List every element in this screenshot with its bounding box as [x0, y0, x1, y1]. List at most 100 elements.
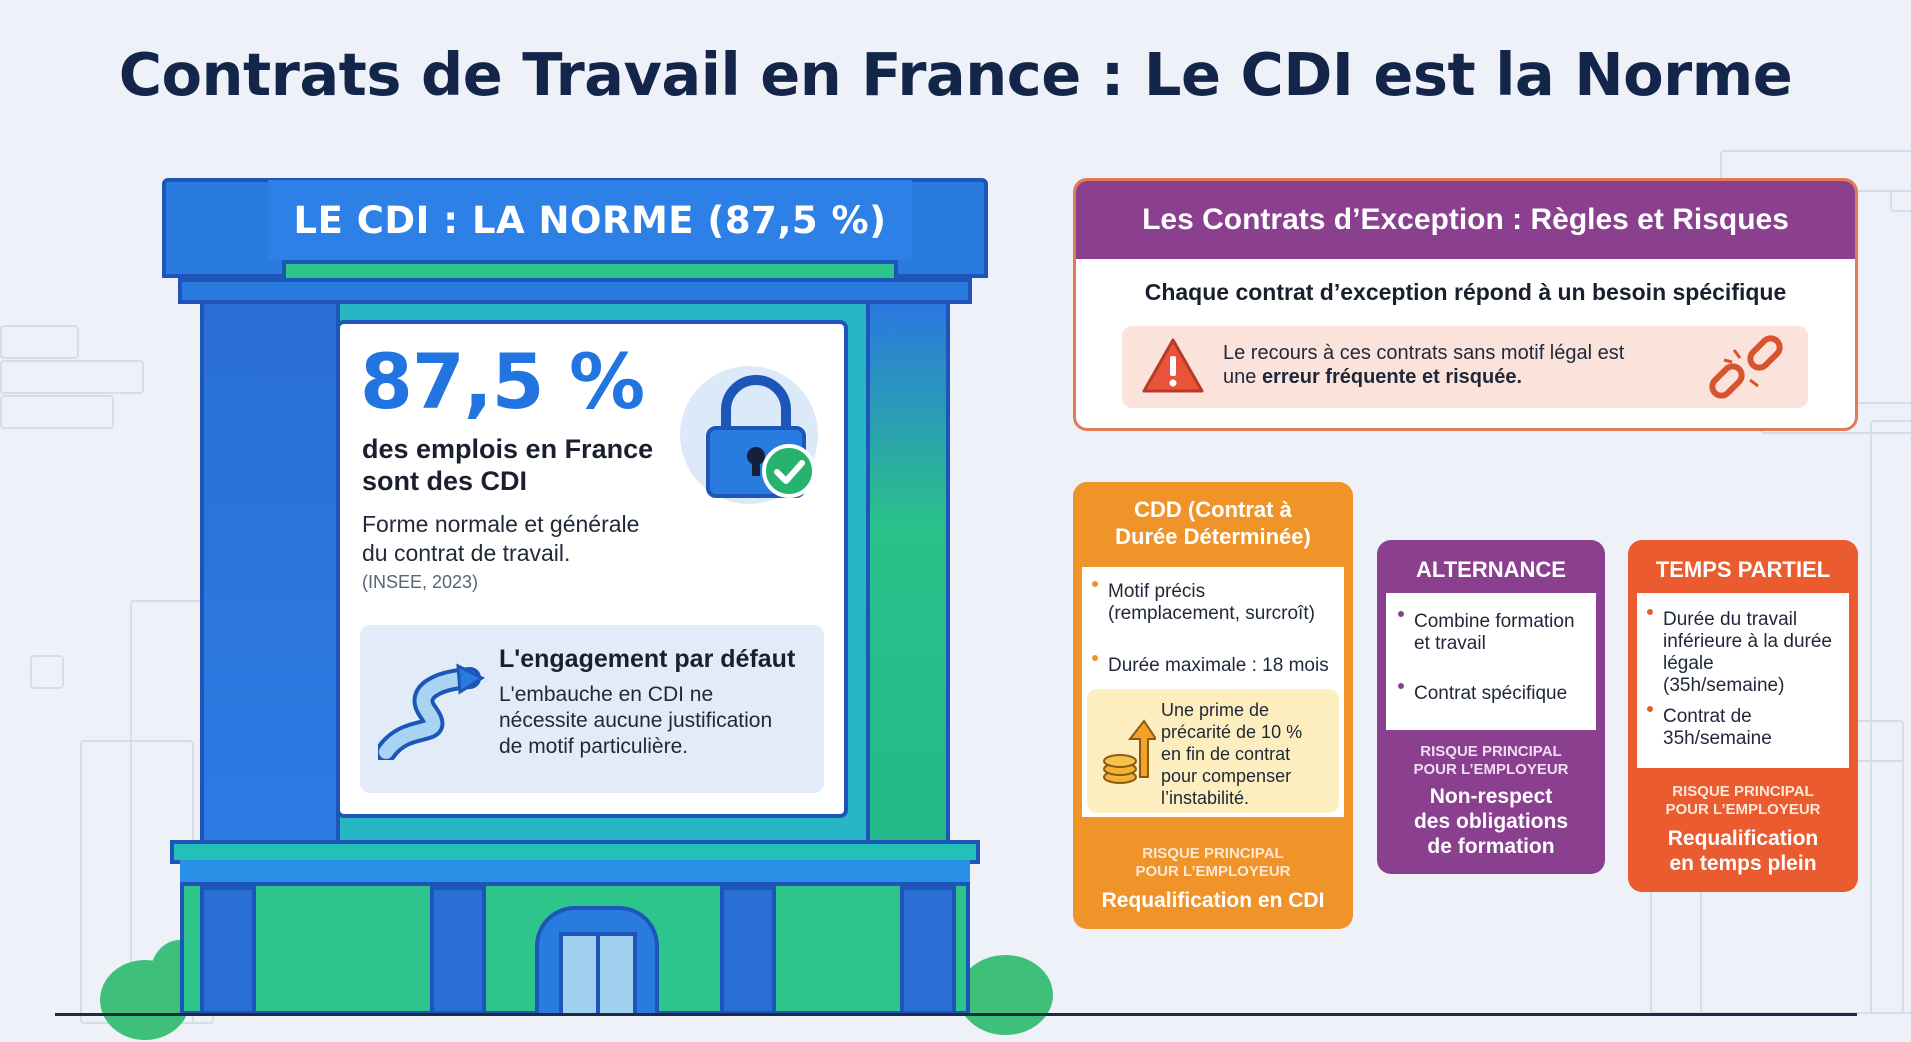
base-column: [430, 886, 486, 1015]
broken-chain-icon: [1709, 335, 1783, 399]
check-icon: [762, 444, 816, 498]
cdd-title-line: Durée Déterminée): [1115, 524, 1311, 549]
default-commitment-line: nécessite aucune justification: [499, 709, 773, 732]
temps-partiel-risk-label: RISQUE PRINCIPAL POUR L’EMPLOYEUR: [1628, 783, 1858, 819]
cdd-body: Motif précis (remplacement, surcroît) Du…: [1082, 567, 1344, 817]
cdd-bullet-cont: (remplacement, surcroît): [1108, 603, 1315, 625]
alternance-bullet-cont: et travail: [1414, 633, 1486, 655]
cdd-risk-label: RISQUE PRINCIPAL POUR L’EMPLOYEUR: [1073, 845, 1353, 881]
bullet-dot: [1398, 682, 1404, 689]
winding-road-icon: [378, 663, 486, 760]
temps-partiel-bullet-text: Contrat de: [1663, 706, 1752, 727]
alternance-card: ALTERNANCE Combine formation et travail …: [1377, 540, 1605, 874]
cdi-banner: LE CDI : LA NORME (87,5 %): [268, 180, 912, 260]
cdd-prime-box: [1087, 689, 1339, 813]
temps-partiel-bullet: Durée du travail: [1647, 608, 1798, 631]
temps-partiel-body: Durée du travail inférieure à la durée l…: [1637, 593, 1849, 768]
prime-line: en fin de contrat: [1161, 744, 1291, 764]
alternance-title: ALTERNANCE: [1416, 557, 1566, 582]
temps-partiel-bullet-text: inférieure à la durée: [1663, 631, 1832, 652]
prime-line: l’instabilité.: [1161, 788, 1250, 808]
bush-right: [958, 955, 1053, 1035]
temps-partiel-card: TEMPS PARTIEL Durée du travail inférieur…: [1628, 540, 1858, 892]
temps-partiel-bullet-text: légale: [1663, 653, 1714, 674]
cdi-description-line: Forme normale et générale: [362, 511, 640, 537]
risk-value-line: des obligations: [1413, 810, 1568, 833]
risk-label-line: POUR L’EMPLOYEUR: [1135, 863, 1291, 880]
temps-partiel-bullet-cont: inférieure à la durée légale (35h/semain…: [1663, 631, 1832, 697]
temps-partiel-title: TEMPS PARTIEL: [1655, 557, 1831, 582]
warning-icon: [1142, 338, 1204, 393]
page-title: Contrats de Travail en France : Le CDI e…: [118, 40, 1793, 109]
risk-label-line: RISQUE PRINCIPAL: [1672, 783, 1814, 800]
alternance-bullet-text: Contrat spécifique: [1414, 683, 1568, 704]
cdd-bullet: Durée maximale : 18 mois: [1092, 654, 1329, 677]
cdd-title: CDD (Contrat à Durée Déterminée): [1073, 496, 1353, 550]
risk-value-line: Non-respect: [1429, 785, 1553, 808]
temps-partiel-bullet: Contrat de: [1647, 705, 1752, 728]
cdd-bullet-text: Durée maximale : 18 mois: [1108, 655, 1329, 676]
bullet-dot: [1398, 610, 1404, 617]
cdd-risk-value: Requalification en CDI: [1101, 889, 1325, 912]
alternance-bullet: Combine formation: [1398, 610, 1575, 633]
default-commitment-text: L'embauche en CDI ne nécessite aucune ju…: [499, 682, 819, 760]
exceptions-warning-box: [1122, 326, 1808, 408]
cdi-lead: des emplois en France sont des CDI: [362, 433, 692, 497]
cdi-description-line: du contrat de travail.: [362, 540, 571, 566]
building-pillar-left: [200, 300, 340, 860]
warning-line: une erreur fréquente et risquée.: [1223, 365, 1703, 389]
bullet-dot: [1092, 580, 1098, 587]
cdi-description: Forme normale et générale du contrat de …: [362, 510, 702, 568]
temps-partiel-bullet-text: (35h/semaine): [1663, 675, 1785, 696]
default-commitment-line: de motif particulière.: [499, 735, 689, 758]
exceptions-subtitle: Chaque contrat d’exception répond à un b…: [1144, 279, 1787, 305]
risk-value-line: Requalification: [1667, 827, 1819, 850]
building-pillar-right: [866, 300, 950, 860]
cdd-bullet: Motif précis: [1092, 580, 1206, 603]
alternance-risk-value: Non-respect des obligations de formation: [1377, 784, 1605, 859]
building-base-strip: [180, 860, 970, 886]
temps-partiel-risk-value: Requalification en temps plein: [1628, 826, 1858, 876]
alternance-bullet-text: Combine formation: [1414, 611, 1575, 632]
risk-value-line: en temps plein: [1669, 852, 1817, 875]
cdd-bullet-text: (remplacement, surcroît): [1108, 603, 1315, 624]
prime-line: précarité de 10 %: [1161, 722, 1303, 742]
bullet-dot: [1647, 608, 1653, 615]
risk-label-line: RISQUE PRINCIPAL: [1142, 845, 1284, 862]
alternance-risk-label: RISQUE PRINCIPAL POUR L’EMPLOYEUR: [1377, 743, 1605, 779]
temps-partiel-bullet-text: Durée du travail: [1663, 609, 1798, 630]
cdd-title-line: CDD (Contrat à: [1134, 497, 1292, 522]
ground-line: [55, 1013, 1857, 1016]
building-door-window: [559, 932, 637, 1015]
cdd-prime-text: Une prime de précarité de 10 % en fin de…: [1161, 699, 1302, 809]
building-band-blue: [178, 278, 972, 304]
cdd-bullet-text: Motif précis: [1108, 581, 1206, 602]
alternance-bullet-text: et travail: [1414, 633, 1486, 654]
base-column: [900, 886, 956, 1015]
exceptions-header: Les Contrats d’Exception : Règles et Ris…: [1076, 181, 1855, 259]
cdi-lead-line: des emplois en France: [362, 434, 654, 464]
risk-label-line: POUR L’EMPLOYEUR: [1665, 801, 1821, 818]
warning-emphasis: erreur fréquente et risquée.: [1261, 366, 1523, 388]
alternance-body: Combine formation et travail Contrat spé…: [1386, 593, 1596, 730]
warning-prefix: une: [1223, 366, 1262, 388]
exceptions-warning-text: Le recours à ces contrats sans motif lég…: [1223, 341, 1703, 389]
prime-line: pour compenser: [1161, 766, 1292, 786]
risk-value-line: de formation: [1427, 835, 1555, 858]
cdi-percentage: 87,5 %: [360, 337, 645, 426]
warning-line: Le recours à ces contrats sans motif lég…: [1223, 342, 1625, 364]
coins-arrow-icon: [1103, 719, 1156, 784]
default-commitment-title: L'engagement par défaut: [499, 645, 796, 673]
cdi-lead-line: sont des CDI: [362, 466, 528, 496]
bullet-dot: [1092, 654, 1098, 661]
default-commitment-line: L'embauche en CDI ne: [499, 683, 714, 706]
base-column: [200, 886, 256, 1015]
alternance-bullet: Contrat spécifique: [1398, 682, 1568, 705]
risk-label-line: RISQUE PRINCIPAL: [1420, 743, 1562, 760]
risk-label-line: POUR L’EMPLOYEUR: [1413, 761, 1569, 778]
base-column: [720, 886, 776, 1015]
bullet-dot: [1647, 705, 1653, 712]
cdd-card: CDD (Contrat à Durée Déterminée) Motif p…: [1073, 482, 1353, 929]
temps-partiel-bullet-text: 35h/semaine: [1663, 728, 1772, 749]
cdi-source: (INSEE, 2023): [362, 572, 479, 592]
